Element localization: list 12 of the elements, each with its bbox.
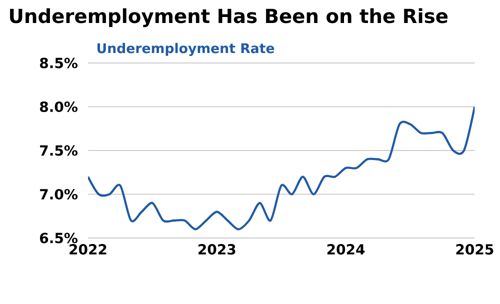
- y-tick-label: 7.5%: [40, 145, 78, 156]
- line-series: [88, 106, 475, 230]
- x-tick-label: 2023: [198, 244, 236, 255]
- chart-title: Underemployment Has Been on the Rise: [10, 8, 448, 28]
- x-tick-label: 2022: [70, 244, 106, 255]
- y-tick-label: 8.0%: [40, 101, 78, 112]
- x-tick-label: 2025: [456, 244, 494, 255]
- x-tick-label: 2024: [327, 244, 365, 255]
- y-tick-label: 6.5%: [40, 232, 78, 244]
- chart-subtitle: Underemployment Rate: [98, 42, 274, 56]
- y-tick-label: 8.5%: [40, 58, 78, 68]
- y-tick-label: 7.0%: [40, 188, 78, 200]
